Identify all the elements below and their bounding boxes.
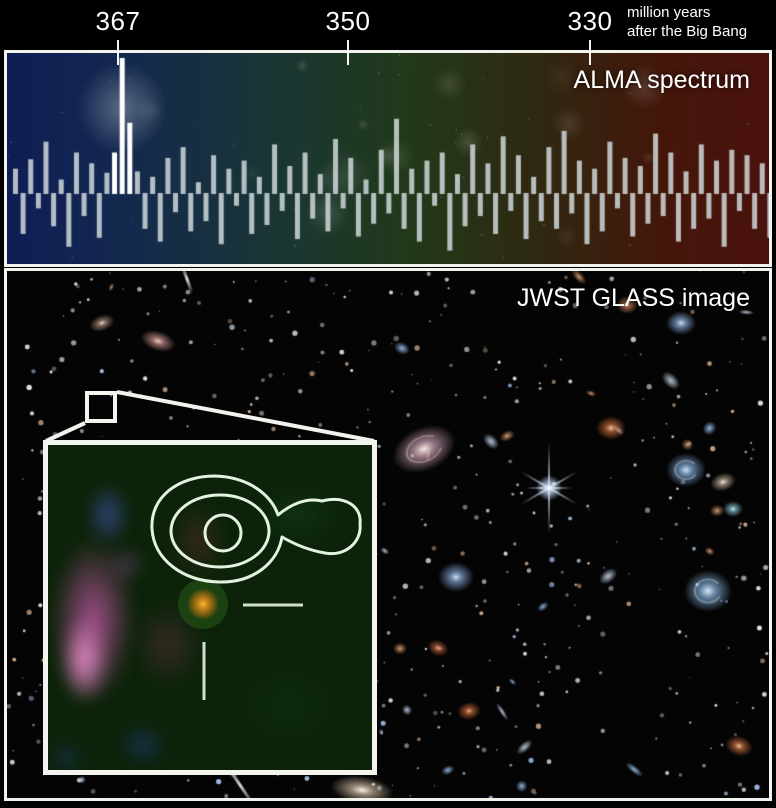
axis-tick-label-330: 330 [567, 6, 613, 36]
zoom-source-box [85, 391, 117, 423]
axis-tick-367 [117, 40, 119, 65]
inset-cloud [78, 470, 138, 560]
alma-spectrum-label: ALMA spectrum [573, 66, 750, 94]
inset-contours-and-markers [150, 474, 362, 700]
zoom-inset [43, 440, 377, 775]
inset-cloud [50, 598, 118, 722]
jwst-glass-label: JWST GLASS image [517, 284, 750, 312]
inset-cloud [218, 650, 358, 760]
axis-tick-350 [347, 40, 349, 65]
inset-cloud [109, 715, 177, 770]
axis-tick-330 [589, 40, 591, 65]
alma-spectrum-chart [7, 53, 769, 264]
time-axis: 367 350 330 million years after the Big … [0, 0, 776, 50]
axis-unit-label: million years after the Big Bang [627, 4, 748, 40]
inset-cloud [100, 535, 152, 595]
axis-tick-label-350: 350 [325, 6, 371, 36]
jwst-glass-panel: JWST GLASS image [4, 268, 772, 801]
axis-tick-label-367: 367 [95, 6, 141, 36]
inset-background [48, 445, 372, 770]
alma-spectrum-panel: ALMA spectrum [4, 50, 772, 267]
